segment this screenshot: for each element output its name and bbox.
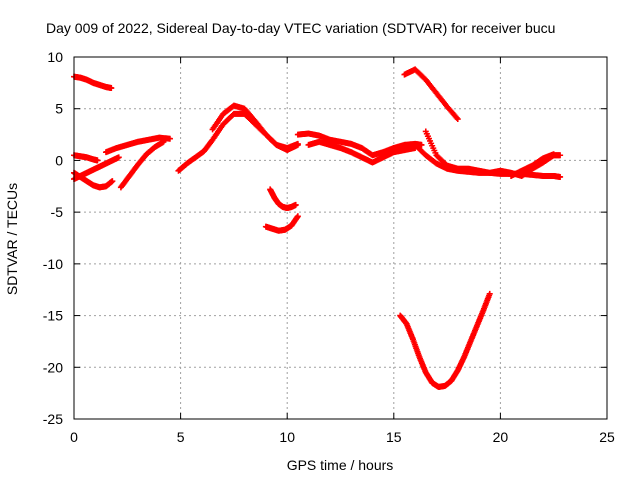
chart-title: Day 009 of 2022, Sidereal Day-to-day VTE… — [46, 20, 555, 36]
grid-lines — [74, 57, 607, 419]
series-arc15 — [422, 128, 564, 179]
series-arc16 — [508, 151, 557, 179]
data-point — [160, 138, 167, 145]
data-point — [115, 154, 122, 161]
plot-frame — [73, 56, 608, 420]
x-tick-label: 25 — [599, 429, 615, 445]
series-arc7 — [175, 110, 301, 174]
data-point — [557, 152, 564, 159]
x-tick-label: 5 — [177, 429, 185, 445]
x-tick-label: 0 — [70, 429, 78, 445]
y-tick-label: 0 — [55, 152, 63, 168]
x-tick-label: 20 — [493, 429, 509, 445]
data-point — [294, 213, 301, 220]
series-arc6 — [117, 138, 167, 191]
x-axis-label: GPS time / hours — [287, 457, 394, 473]
series-arc17 — [397, 290, 493, 390]
y-tick-label: -10 — [43, 256, 63, 272]
data-point — [292, 201, 299, 208]
data-points — [71, 66, 564, 390]
y-tick-label: 5 — [55, 101, 63, 117]
y-tick-label: 10 — [47, 49, 63, 65]
data-point — [486, 290, 493, 297]
data-point — [557, 173, 564, 180]
data-point — [454, 116, 461, 123]
data-point — [294, 140, 301, 147]
series-arc9 — [267, 186, 299, 212]
data-point — [418, 141, 425, 148]
series-arc2 — [71, 152, 101, 164]
data-point — [94, 157, 101, 164]
series-arc12 — [305, 138, 419, 166]
data-point — [109, 178, 116, 185]
data-point — [166, 135, 173, 142]
series-arc13 — [401, 66, 461, 123]
series-arc8 — [209, 102, 301, 152]
y-tick-label: -15 — [43, 308, 63, 324]
x-tick-label: 15 — [386, 429, 402, 445]
data-point — [550, 151, 557, 158]
x-tick-label: 10 — [279, 429, 295, 445]
series-arc5 — [102, 134, 173, 156]
y-tick-label: -20 — [43, 359, 63, 375]
series-arc1 — [71, 73, 115, 92]
series-arc10 — [262, 213, 301, 234]
data-point — [108, 85, 115, 92]
axis-ticks: 0 5 10 15 20 25 -25 -20 -15 -10 -5 0 5 10 — [43, 49, 615, 445]
y-axis-label: SDTVAR / TECUs — [4, 183, 20, 295]
y-tick-label: -5 — [51, 204, 64, 220]
y-tick-label: -25 — [43, 411, 63, 427]
